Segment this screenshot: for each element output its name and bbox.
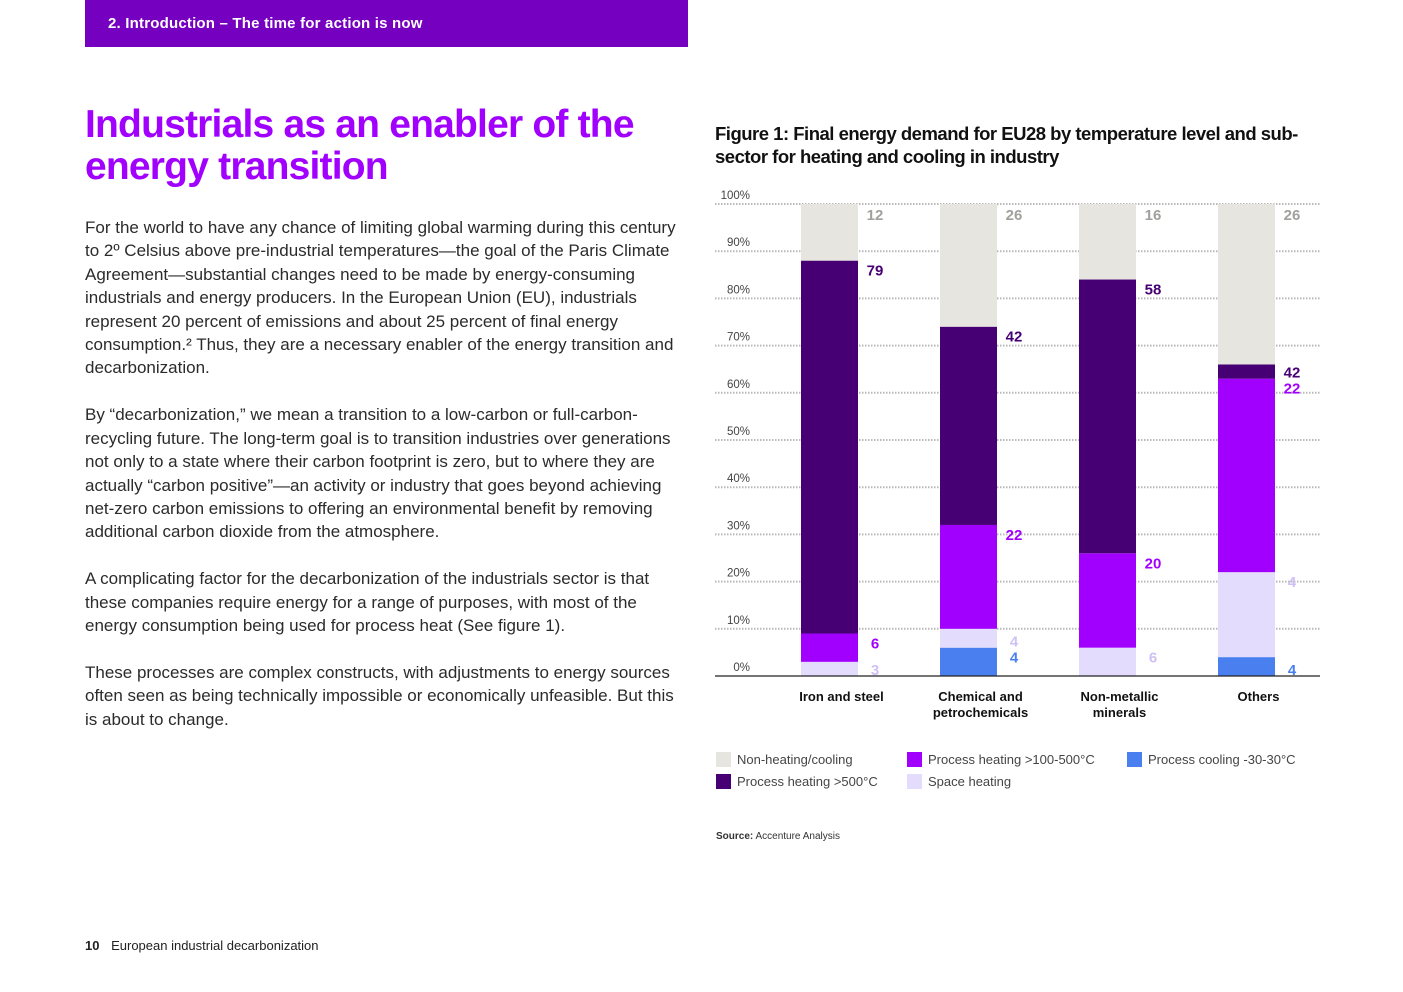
bar-segment (1079, 204, 1136, 280)
legend-item-space-heating: Space heating (907, 774, 1011, 789)
y-tick-label: 90% (727, 237, 750, 249)
legend-label-process-cooling: Process cooling -30-30°C (1148, 752, 1296, 767)
data-label: 20 (1145, 555, 1162, 572)
bar-segment (940, 204, 997, 327)
data-label: 4 (1010, 650, 1019, 667)
y-tick-label: 70% (727, 332, 750, 344)
legend-label-process-heating-100-500: Process heating >100-500°C (928, 752, 1095, 767)
paragraph-1: For the world to have any chance of limi… (85, 218, 676, 378)
bar-segment (940, 628, 997, 648)
category-label: petrochemicals (933, 705, 1028, 720)
legend-item-process-heating-100-500: Process heating >100-500°C (907, 752, 1095, 767)
bar-segment (940, 647, 997, 676)
category-label: Chemical and (938, 689, 1023, 704)
page-footer: 10 European industrial decarbonization (85, 938, 319, 953)
y-tick-label: 20% (727, 568, 750, 580)
bar-segment (1218, 204, 1275, 365)
section-banner-label: 2. Introduction – The time for action is… (108, 15, 423, 32)
data-label: 79 (867, 263, 884, 280)
category-label: Iron and steel (799, 689, 884, 704)
page-title: Industrials as an enabler of the energy … (85, 103, 635, 188)
data-label: 3 (871, 662, 879, 679)
data-label: 58 (1145, 282, 1162, 299)
bar-segment (801, 661, 858, 676)
source-text: Accenture Analysis (755, 831, 840, 842)
paragraph-3: A complicating factor for the decarboniz… (85, 569, 650, 636)
y-tick-label: 40% (727, 473, 750, 485)
category-label: Non-metallic (1080, 689, 1158, 704)
y-tick-label: 0% (733, 662, 750, 674)
bar-segment (1218, 378, 1275, 573)
paragraph-2: By “decarbonization,” we mean a transiti… (85, 405, 671, 542)
bar-segment (801, 633, 858, 662)
data-label: 42 (1284, 365, 1301, 382)
data-label: 22 (1284, 381, 1301, 398)
source-note: Source: Accenture Analysis (716, 831, 840, 842)
data-label: 6 (871, 636, 879, 653)
bar-segment (940, 524, 997, 629)
y-tick-label: 80% (727, 284, 750, 296)
y-tick-label: 100% (721, 190, 750, 202)
figure-title: Figure 1: Final energy demand for EU28 b… (715, 123, 1298, 167)
category-label: minerals (1093, 705, 1146, 720)
bar-segment (801, 260, 858, 634)
bar-segment (1218, 364, 1275, 379)
data-label: 6 (1149, 650, 1157, 667)
legend-item-process-cooling: Process cooling -30-30°C (1127, 752, 1296, 767)
stacked-bar-chart: 0% 10% 20% 30% 40% 50% 60% 70% 80% 90% 100% 3 6 79 12 I… (715, 190, 1320, 720)
bar-segment (1218, 657, 1275, 676)
bar-segment (1079, 647, 1136, 676)
data-label: 16 (1145, 207, 1162, 224)
legend-swatch-non-heating (716, 752, 731, 767)
bar-segment (1079, 279, 1136, 554)
footer-title: European industrial decarbonization (111, 938, 319, 953)
data-label: 22 (1006, 527, 1023, 544)
data-label: 12 (867, 207, 884, 224)
bar-segment (940, 326, 997, 525)
bar-segment (1218, 572, 1275, 658)
y-tick-label: 10% (727, 615, 750, 627)
bar-segment (1079, 553, 1136, 648)
data-label: 4 (1010, 634, 1019, 651)
legend-item-process-heating-500: Process heating >500°C (716, 774, 878, 789)
body-text: For the world to have any chance of limi… (85, 216, 680, 755)
legend-swatch-process-heating-100-500 (907, 752, 922, 767)
legend-label-process-heating-500: Process heating >500°C (737, 774, 878, 789)
y-tick-label: 50% (727, 426, 750, 438)
page-number: 10 (85, 938, 100, 953)
data-label: 26 (1006, 207, 1023, 224)
legend-swatch-process-heating-500 (716, 774, 731, 789)
bar-segment (801, 204, 858, 261)
legend-label-space-heating: Space heating (928, 774, 1012, 789)
y-tick-label: 30% (727, 520, 750, 532)
section-banner: 2. Introduction – The time for action is… (85, 0, 688, 47)
legend-item-non-heating: Non-heating/cooling (716, 752, 853, 767)
source-label: Source: (716, 831, 754, 842)
data-label: 26 (1284, 207, 1301, 224)
data-label: 42 (1006, 329, 1023, 346)
data-label: 4 (1288, 662, 1297, 679)
y-tick-label: 60% (727, 379, 750, 391)
legend-swatch-space-heating (907, 774, 922, 789)
data-label: 4 (1288, 574, 1297, 591)
paragraph-4: These processes are complex constructs, … (85, 663, 674, 729)
legend-label-non-heating: Non-heating/cooling (737, 752, 853, 767)
legend-swatch-process-cooling (1127, 752, 1142, 767)
category-label: Others (1238, 689, 1280, 704)
